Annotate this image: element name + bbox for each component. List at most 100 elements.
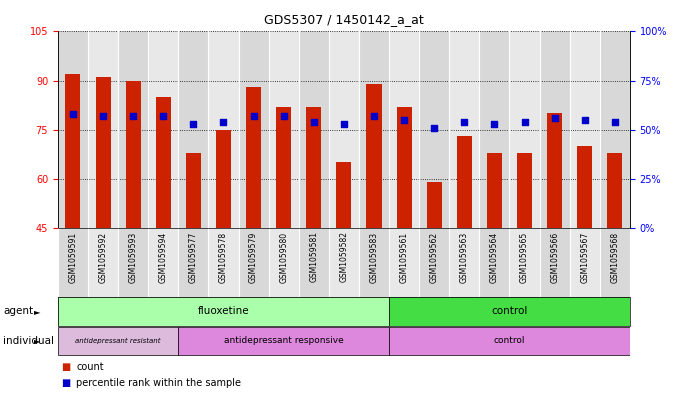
Text: GSM1059568: GSM1059568 [610, 231, 620, 283]
Bar [517, 152, 532, 228]
Bar [539, 31, 570, 228]
Bar [58, 327, 178, 355]
Bar [389, 228, 419, 297]
Bar [178, 327, 389, 355]
Text: percentile rank within the sample: percentile rank within the sample [76, 378, 241, 388]
Bar [95, 77, 110, 228]
Bar [58, 228, 88, 297]
Point [97, 113, 108, 119]
Text: antidepressant responsive: antidepressant responsive [224, 336, 344, 345]
Bar [299, 228, 329, 297]
Text: GSM1059565: GSM1059565 [520, 231, 529, 283]
Point [67, 111, 78, 117]
Point [188, 121, 199, 127]
Bar [148, 228, 178, 297]
Bar [268, 31, 299, 228]
Text: ►: ► [34, 307, 41, 316]
Text: GSM1059582: GSM1059582 [339, 231, 349, 283]
Text: GSM1059591: GSM1059591 [68, 231, 78, 283]
Bar [238, 228, 268, 297]
Bar [479, 31, 509, 228]
Point [609, 119, 620, 125]
Bar [88, 31, 118, 228]
Bar [419, 228, 449, 297]
Bar [178, 228, 208, 297]
Bar [577, 146, 592, 228]
Text: GSM1059561: GSM1059561 [400, 231, 409, 283]
Bar [88, 228, 118, 297]
Text: ►: ► [34, 336, 41, 345]
Text: antidepressant resistant: antidepressant resistant [76, 338, 161, 344]
Bar [449, 31, 479, 228]
Text: GSM1059579: GSM1059579 [249, 231, 258, 283]
Bar [607, 152, 622, 228]
Bar [366, 84, 381, 228]
Bar [389, 297, 630, 325]
Bar [118, 228, 148, 297]
Text: fluoxetine: fluoxetine [197, 307, 249, 316]
Bar [118, 31, 148, 228]
Point [459, 119, 470, 125]
Bar [419, 31, 449, 228]
Bar [148, 31, 178, 228]
Bar [479, 228, 509, 297]
Text: GSM1059563: GSM1059563 [460, 231, 469, 283]
Text: GSM1059593: GSM1059593 [129, 231, 138, 283]
Text: GSM1059581: GSM1059581 [309, 231, 318, 283]
Bar [58, 297, 389, 325]
Bar [58, 31, 88, 228]
Text: GSM1059583: GSM1059583 [370, 231, 379, 283]
Text: control: control [494, 336, 525, 345]
Bar [396, 107, 411, 228]
Bar [547, 113, 563, 228]
Bar [156, 97, 171, 228]
Text: GSM1059562: GSM1059562 [430, 231, 439, 283]
Bar [246, 87, 261, 228]
Bar [427, 182, 442, 228]
Point [580, 117, 590, 123]
Text: GSM1059577: GSM1059577 [189, 231, 198, 283]
Text: GSM1059592: GSM1059592 [99, 231, 108, 283]
Point [248, 113, 259, 119]
Bar [509, 31, 539, 228]
Point [519, 119, 530, 125]
Bar [268, 228, 299, 297]
Point [398, 117, 409, 123]
Point [368, 113, 379, 119]
Bar [208, 228, 238, 297]
Point [279, 113, 289, 119]
Bar [238, 31, 268, 228]
Bar [539, 228, 570, 297]
Text: count: count [76, 362, 104, 373]
Bar [329, 31, 359, 228]
Point [429, 125, 440, 131]
Bar [449, 228, 479, 297]
Bar [600, 228, 630, 297]
Text: agent: agent [3, 307, 33, 316]
Text: GSM1059580: GSM1059580 [279, 231, 288, 283]
Bar [509, 228, 539, 297]
Bar [570, 31, 600, 228]
Bar [125, 81, 141, 228]
Bar [389, 31, 419, 228]
Bar [457, 136, 472, 228]
Point [158, 113, 169, 119]
Text: ■: ■ [61, 378, 71, 388]
Bar [359, 31, 389, 228]
Point [128, 113, 139, 119]
Point [218, 119, 229, 125]
Text: GSM1059567: GSM1059567 [580, 231, 589, 283]
Bar [208, 31, 238, 228]
Bar [276, 107, 291, 228]
Text: ■: ■ [61, 362, 71, 373]
Point [338, 121, 349, 127]
Text: GSM1059564: GSM1059564 [490, 231, 499, 283]
Bar [178, 31, 208, 228]
Bar [329, 228, 359, 297]
Bar [389, 327, 630, 355]
Bar [299, 31, 329, 228]
Bar [600, 31, 630, 228]
Bar [570, 228, 600, 297]
Text: GSM1059594: GSM1059594 [159, 231, 168, 283]
Bar [65, 74, 80, 228]
